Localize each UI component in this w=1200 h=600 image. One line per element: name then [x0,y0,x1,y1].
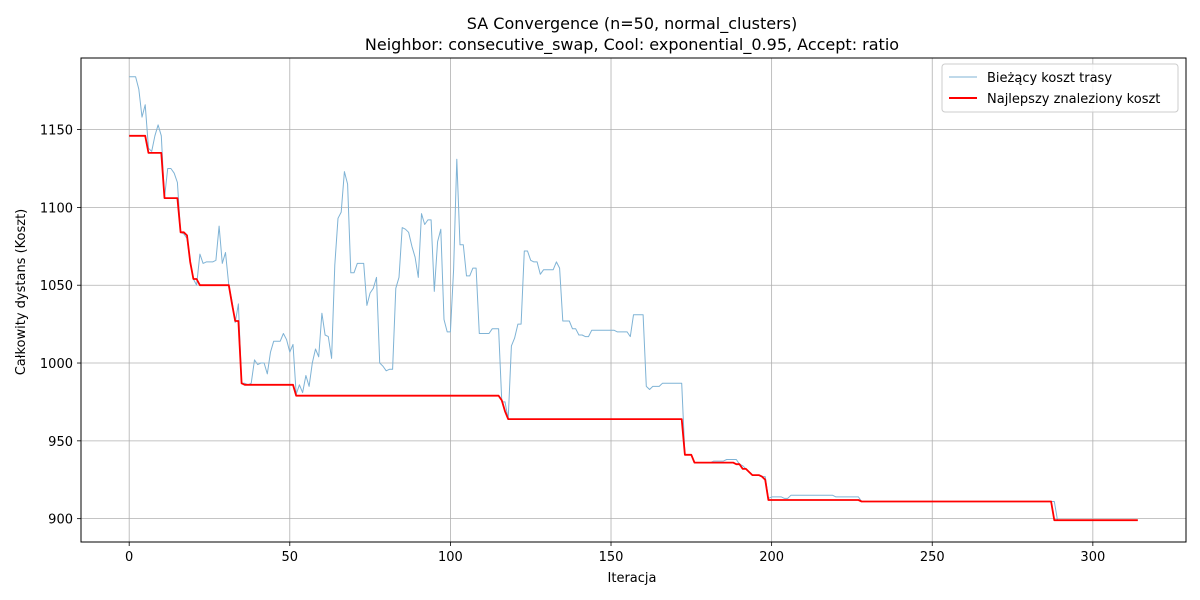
grid [81,58,1186,542]
legend: Bieżący koszt trasy Najlepszy znaleziony… [941,63,1179,113]
y-tick-label: 1150 [40,124,73,139]
y-tick-label: 1100 [40,201,73,216]
legend-box [941,63,1179,113]
y-tick-label: 950 [48,435,73,450]
plot-area-frame [80,57,1187,543]
x-tick-label: 300 [1080,550,1105,565]
chart-subtitle: Neighbor: consecutive_swap, Cool: expone… [365,35,899,55]
y-axis-label: Całkowity dystans (Koszt) [14,209,29,376]
x-axis-label: Iteracja [608,571,657,586]
x-tick-label: 150 [599,550,624,565]
legend-label-current: Bieżący koszt trasy [987,71,1112,86]
x-tick-label: 50 [282,550,299,565]
legend-label-best: Najlepszy znaleziony koszt [987,92,1160,107]
series-lines [129,76,1138,522]
x-tick-label: 250 [920,550,945,565]
x-tick-label: 0 [125,550,133,565]
series-line-current-cost [129,76,1138,521]
chart-title: SA Convergence (n=50, normal_clusters) [467,14,797,34]
y-tick-label: 900 [48,513,73,528]
x-tick-label: 100 [438,550,463,565]
axis-ticks: 0 50 100 150 200 250 300 900 950 1000 1050 1100 1150 [40,124,1105,565]
y-tick-label: 1000 [40,357,73,372]
x-tick-label: 200 [759,550,784,565]
series-line-best-cost [129,134,1138,522]
y-tick-label: 1050 [40,279,73,294]
